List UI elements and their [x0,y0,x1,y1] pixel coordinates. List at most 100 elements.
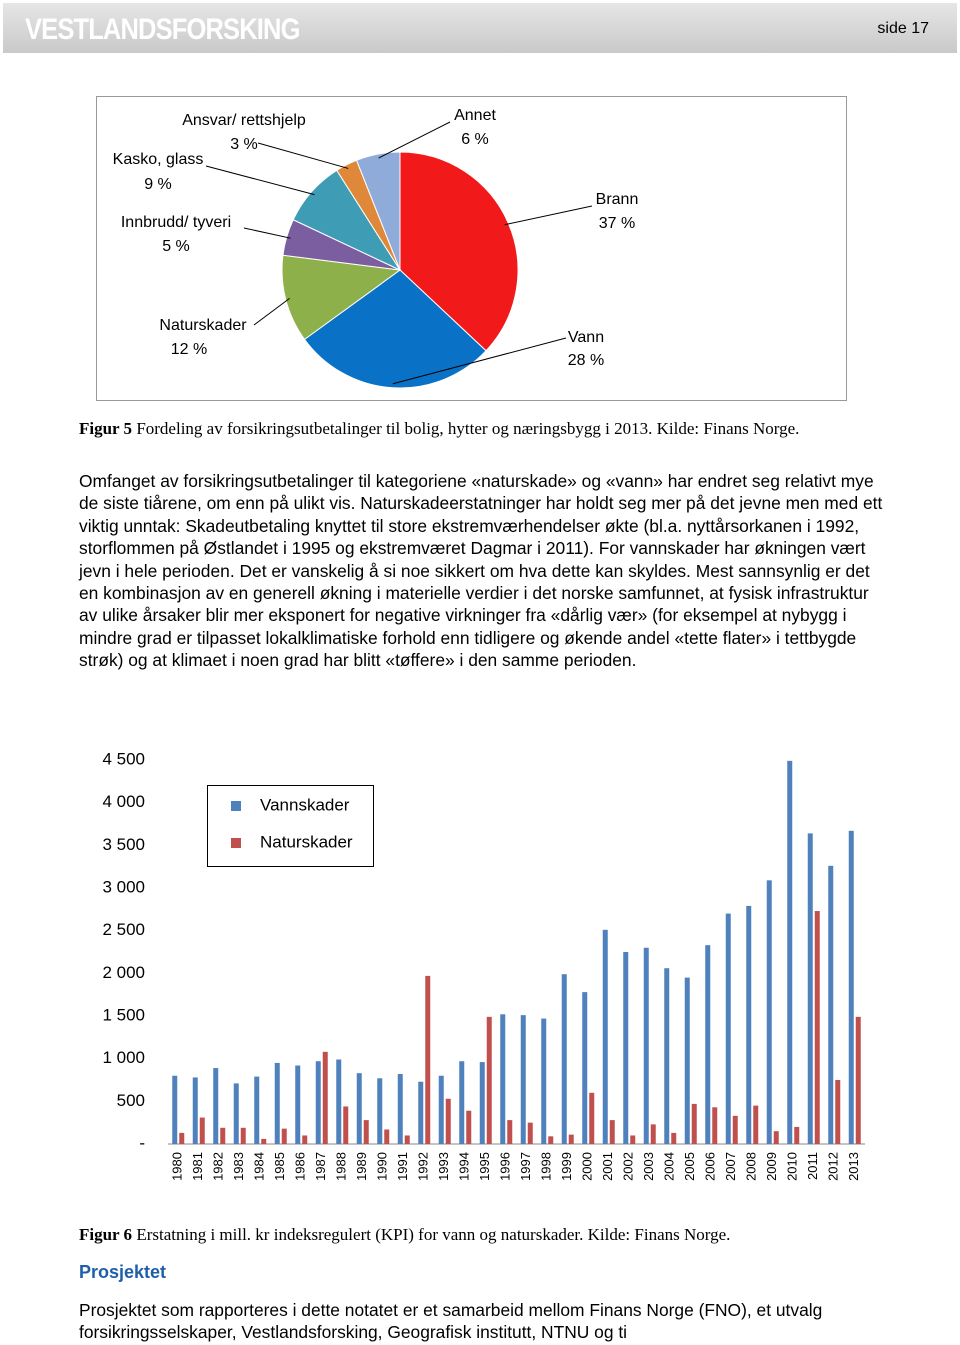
bar [855,1016,861,1144]
x-tick-label: 1994 [457,1152,472,1181]
bar [684,977,690,1144]
x-tick-label: 2009 [764,1152,779,1181]
bar [568,1134,574,1144]
bar [650,1124,656,1144]
caption-text: Fordeling av forsikringsutbetalinger til… [136,419,800,438]
bar [261,1138,267,1144]
x-tick-label: 1993 [436,1152,451,1181]
figure-caption: Figur 6 Erstatning i mill. kr indeksregu… [79,1223,879,1246]
bar [213,1068,219,1144]
x-tick-label: 1996 [498,1152,513,1181]
bar [336,1059,342,1144]
bar [507,1120,513,1144]
bar [766,880,772,1144]
x-tick-label: 2006 [703,1152,718,1181]
x-tick-label: 1989 [354,1152,369,1181]
leader-line [504,205,593,226]
bar [240,1127,246,1144]
bar [274,1062,280,1144]
bar [295,1065,301,1144]
logo: VESTLANDSFORSKING [25,13,300,46]
header-bar: VESTLANDSFORSKING side 17 [3,3,957,53]
y-tick-label: 2 000 [102,963,145,982]
bar [404,1135,410,1144]
bar [466,1110,472,1144]
x-tick-label: 2012 [826,1152,841,1181]
bar [705,945,711,1144]
x-tick-label: 1998 [539,1152,554,1181]
slice-value-label: 5 % [162,238,190,255]
x-tick-label: 2000 [580,1152,595,1181]
bar [356,1073,362,1144]
pie-slice [399,151,519,352]
bar [343,1106,349,1144]
bar [179,1132,185,1144]
x-tick-label: 1992 [416,1152,431,1181]
slice-label: Kasko, glass [113,151,204,168]
slice-value-label: 6 % [461,131,489,148]
slice-value-label: 28 % [568,352,604,369]
bar [527,1122,533,1144]
bar [199,1117,205,1144]
y-tick-label: 1 500 [102,1005,145,1024]
y-tick-label: 1 000 [102,1048,145,1067]
bar [725,913,731,1144]
bar [623,952,629,1144]
bar [691,1103,697,1144]
bar [630,1135,636,1144]
bar [746,905,752,1144]
x-tick-label: 1980 [170,1152,185,1181]
x-tick-label: 1995 [477,1152,492,1181]
leader-line [205,165,315,196]
x-tick-label: 2001 [600,1152,615,1181]
bar [486,1016,492,1144]
bar [732,1115,738,1144]
x-tick-label: 2004 [662,1152,677,1181]
y-tick-label: 500 [117,1091,145,1110]
bar [835,1080,841,1144]
pie-slice [281,254,402,341]
y-tick-label: 3 500 [102,835,145,854]
slice-label: Innbrudd/ tyveri [121,214,231,231]
x-tick-label: 1990 [375,1152,390,1181]
bar [254,1076,260,1144]
bar [281,1128,287,1144]
bar [671,1132,677,1144]
slice-label: Brann [596,191,639,208]
legend-box [207,785,374,867]
bar [814,911,820,1144]
legend-label: Vannskader [260,795,350,814]
paragraph: Omfanget av forsikringsutbetalinger til … [79,471,883,671]
bar [500,1014,506,1144]
bar [302,1135,308,1144]
bar [397,1074,403,1144]
x-tick-label: 1999 [559,1152,574,1181]
bar [712,1107,718,1144]
bar [582,992,588,1144]
figure-caption: Figur 5 Fordeling av forsikringsutbetali… [79,417,879,440]
bar [384,1129,390,1144]
y-tick-label: - [139,1133,145,1152]
bar [541,1018,547,1144]
bar [233,1083,239,1144]
x-tick-label: 2005 [682,1152,697,1181]
leader-line [243,227,291,239]
leader-line [253,297,290,326]
slice-label: Ansvar/ rettshjelp [182,112,306,129]
bar [459,1061,465,1144]
x-tick-label: 1984 [252,1152,267,1181]
x-tick-label: 1987 [313,1152,328,1181]
slice-value-label: 3 % [230,136,258,153]
bar [192,1077,198,1144]
legend-label: Naturskader [260,832,353,851]
slice-label: Vann [568,329,604,346]
x-tick-label: 1981 [190,1152,205,1181]
bar [787,760,793,1144]
pie-slice [355,151,401,271]
bar [828,865,834,1144]
bar [418,1081,424,1144]
x-tick-label: 1985 [272,1152,287,1181]
x-tick-label: 2002 [621,1152,636,1181]
slice-value-label: 9 % [144,176,172,193]
bar [602,929,608,1144]
